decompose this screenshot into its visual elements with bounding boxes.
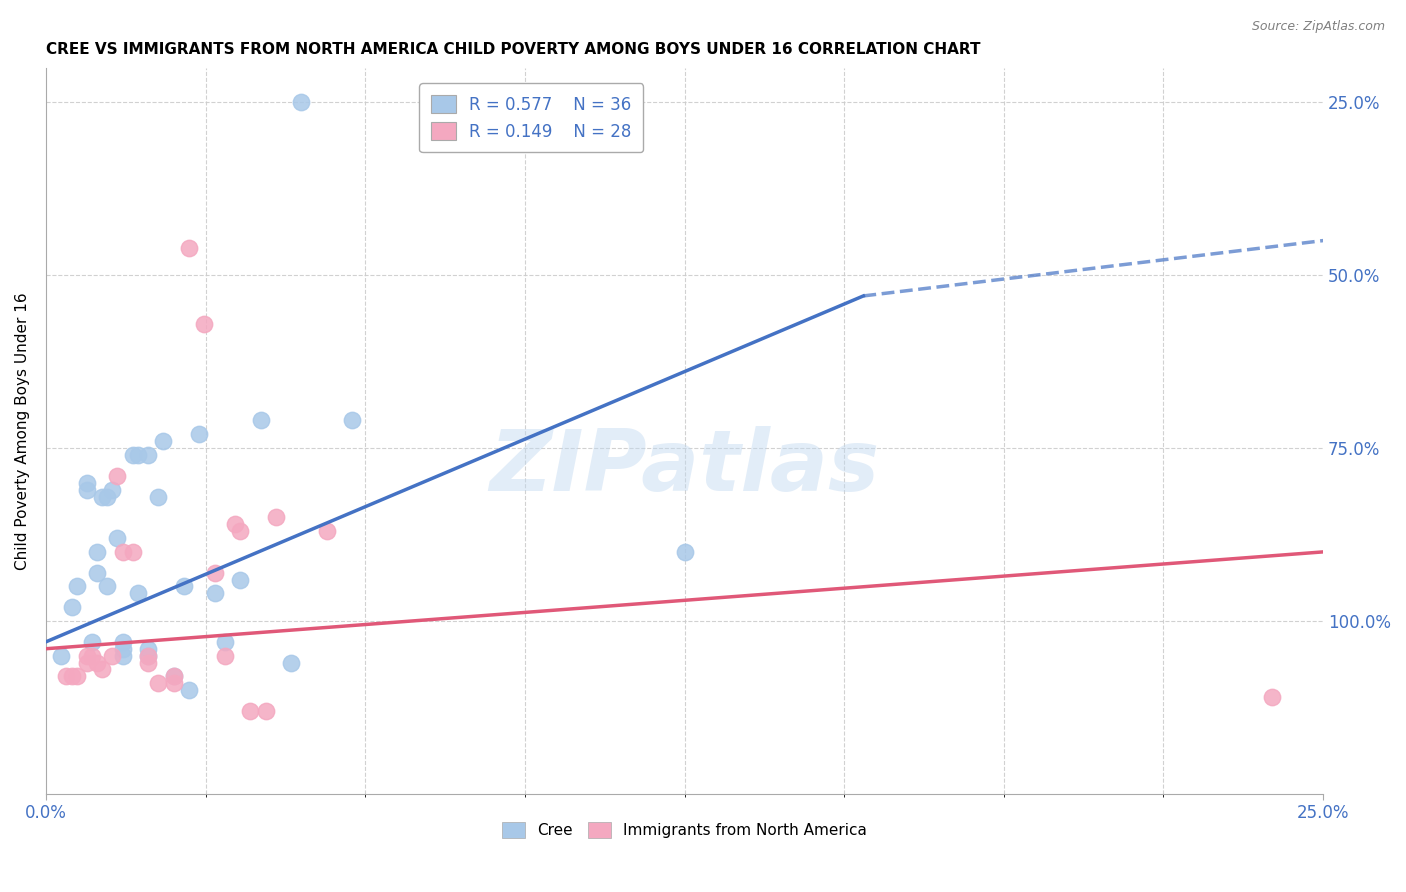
Text: Source: ZipAtlas.com: Source: ZipAtlas.com	[1251, 20, 1385, 33]
Point	[152, 434, 174, 449]
Point	[60, 600, 83, 615]
Point	[204, 566, 226, 580]
Point	[111, 545, 134, 559]
Point	[177, 683, 200, 698]
Point	[163, 669, 186, 683]
Point	[121, 545, 143, 559]
Point	[136, 648, 159, 663]
Point	[65, 669, 87, 683]
Point	[173, 579, 195, 593]
Point	[316, 524, 339, 538]
Point	[86, 656, 108, 670]
Point	[249, 413, 271, 427]
Point	[239, 704, 262, 718]
Point	[254, 704, 277, 718]
Point	[80, 648, 103, 663]
Point	[65, 579, 87, 593]
Point	[111, 648, 134, 663]
Point	[136, 448, 159, 462]
Point	[229, 573, 252, 587]
Point	[107, 468, 129, 483]
Point	[76, 475, 98, 490]
Point	[136, 648, 159, 663]
Point	[111, 635, 134, 649]
Point	[290, 95, 312, 110]
Point	[86, 566, 108, 580]
Legend: Cree, Immigrants from North America: Cree, Immigrants from North America	[496, 815, 873, 845]
Point	[80, 635, 103, 649]
Point	[148, 676, 170, 690]
Point	[101, 648, 124, 663]
Point	[55, 669, 77, 683]
Point	[214, 648, 236, 663]
Point	[101, 483, 124, 497]
Text: ZIPatlas: ZIPatlas	[489, 425, 880, 508]
Point	[188, 427, 211, 442]
Point	[264, 510, 287, 524]
Point	[121, 448, 143, 462]
Point	[107, 531, 129, 545]
Point	[127, 586, 149, 600]
Point	[163, 676, 186, 690]
Point	[127, 448, 149, 462]
Point	[214, 635, 236, 649]
Point	[342, 413, 364, 427]
Point	[111, 641, 134, 656]
Text: CREE VS IMMIGRANTS FROM NORTH AMERICA CHILD POVERTY AMONG BOYS UNDER 16 CORRELAT: CREE VS IMMIGRANTS FROM NORTH AMERICA CH…	[46, 42, 980, 57]
Point	[96, 490, 118, 504]
Point	[86, 545, 108, 559]
Point	[1261, 690, 1284, 705]
Point	[51, 648, 73, 663]
Point	[136, 656, 159, 670]
Point	[91, 663, 114, 677]
Point	[60, 669, 83, 683]
Point	[91, 490, 114, 504]
Point	[177, 240, 200, 254]
Point	[76, 648, 98, 663]
Y-axis label: Child Poverty Among Boys Under 16: Child Poverty Among Boys Under 16	[15, 292, 30, 570]
Point	[163, 669, 186, 683]
Point	[76, 656, 98, 670]
Point	[76, 483, 98, 497]
Point	[148, 490, 170, 504]
Point	[136, 641, 159, 656]
Point	[193, 317, 215, 331]
Point	[224, 517, 246, 532]
Point	[673, 545, 696, 559]
Point	[204, 586, 226, 600]
Point	[229, 524, 252, 538]
Point	[280, 656, 302, 670]
Point	[96, 579, 118, 593]
